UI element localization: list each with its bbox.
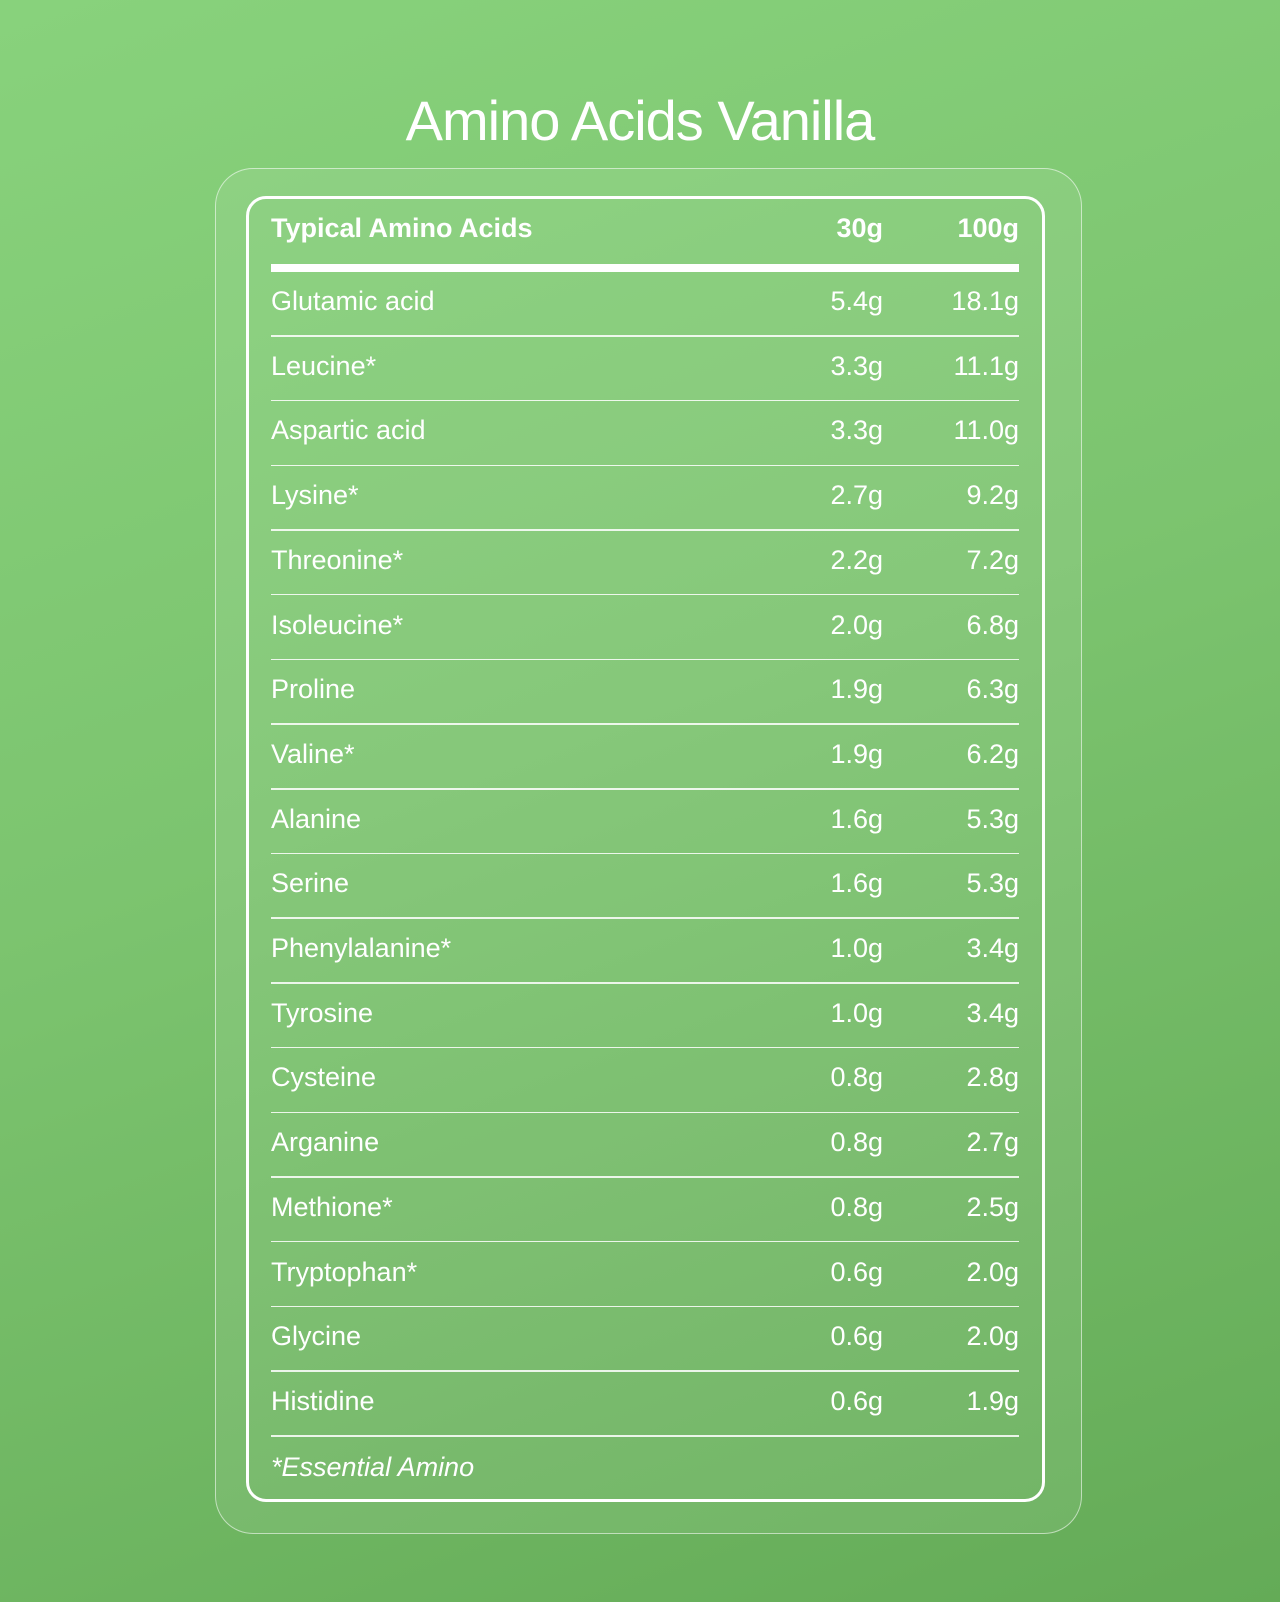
value-30g: 0.8g [830,1191,883,1222]
row-divider [271,464,1019,467]
row-divider [271,1370,1019,1372]
table-row: Glutamic acid 5.4g 18.1g [271,272,1019,337]
row-divider [271,982,1019,984]
table-row: Lysine* 2.7g 9.2g [271,466,1019,531]
value-100g: 3.4g [966,997,1019,1028]
value-100g: 2.5g [966,1191,1019,1222]
amino-name: Glycine [271,1321,362,1352]
value-100g: 18.1g [951,286,1019,316]
amino-name: Phenylalanine* [271,933,452,963]
table-row: Methione* 0.8g 2.5g [271,1178,1019,1243]
amino-name: Proline [271,674,356,705]
table-row: Valine* 1.9g 6.2g [271,725,1019,790]
amino-name: Serine [271,868,350,899]
value-100g: 2.7g [966,1127,1019,1158]
value-30g: 2.7g [830,480,883,511]
value-30g: 3.3g [830,415,883,446]
value-30g: 1.0g [830,933,883,963]
value-30g: 1.9g [830,738,883,769]
row-divider [271,723,1019,725]
row-divider [271,917,1019,919]
row-divider [271,1435,1019,1437]
header-30g: 30g [836,213,883,243]
row-divider [271,852,1019,855]
value-30g: 2.2g [830,544,883,575]
table-row: Alanine 1.6g 5.3g [271,790,1019,855]
table-card [246,196,1045,1502]
amino-name: Tryptophan* [271,1256,418,1287]
page-title: Amino Acids Vanilla [405,89,876,152]
table-row: Threonine* 2.2g 7.2g [271,531,1019,596]
value-30g: 1.6g [830,868,883,899]
amino-name: Methione* [271,1191,393,1222]
amino-name: Glutamic acid [271,286,435,316]
amino-name: Valine* [271,738,355,769]
value-100g: 11.0g [953,415,1019,446]
table-row: Serine 1.6g 5.3g [271,854,1019,919]
amino-name: Isoleucine* [271,609,404,640]
header-name: Typical Amino Acids [271,213,533,243]
value-100g: 5.3g [966,868,1019,899]
row-divider [271,788,1019,790]
row-divider [271,593,1019,596]
amino-name: Alanine [271,803,362,834]
table-row: Cysteine 0.8g 2.8g [271,1048,1019,1114]
value-30g: 0.8g [830,1062,883,1093]
table-row: Phenylalanine* 1.0g 3.4g [271,919,1019,984]
row-divider [271,1305,1019,1308]
row-divider [271,1176,1019,1178]
row-divider [271,1046,1019,1049]
value-30g: 0.8g [830,1127,883,1158]
value-100g: 3.4g [966,933,1019,963]
row-divider [271,399,1019,402]
amino-name: Tyrosine [271,997,374,1028]
value-30g: 3.3g [830,350,883,381]
amino-name: Lysine* [271,480,359,511]
value-30g: 0.6g [830,1256,883,1287]
amino-name: Arganine [271,1127,380,1158]
table-row: Proline 1.9g 6.3g [271,660,1019,725]
table-row: Histidine 0.6g 1.9g [271,1372,1019,1437]
table-row: Leucine* 3.3g 11.1g [271,337,1019,402]
value-100g: 11.1g [953,350,1019,381]
table-row: Glycine 0.6g 2.0g [271,1307,1019,1372]
row-divider [271,1111,1019,1114]
value-30g: 0.6g [830,1321,883,1352]
amino-name: Aspartic acid [271,415,426,446]
table-row: Aspartic acid 3.3g 11.0g [271,401,1019,467]
row-divider [271,1240,1019,1243]
value-30g: 1.6g [830,803,883,834]
value-100g: 6.2g [966,738,1019,769]
table-row: Isoleucine* 2.0g 6.8g [271,596,1019,661]
header-100g: 100g [957,213,1019,243]
value-100g: 2.8g [966,1062,1019,1093]
table-row: Tyrosine 1.0g 3.4g [271,984,1019,1049]
footnote: *Essential Amino [271,1452,475,1482]
value-30g: 5.4g [830,286,883,316]
value-100g: 6.3g [966,674,1019,705]
value-100g: 5.3g [966,803,1019,834]
value-100g: 6.8g [966,609,1019,640]
value-100g: 2.0g [966,1256,1019,1287]
table-row: Arganine 0.8g 2.7g [271,1113,1019,1178]
value-100g: 9.2g [966,480,1019,511]
value-100g: 1.9g [966,1385,1019,1416]
amino-name: Threonine* [271,544,404,575]
value-30g: 0.6g [830,1385,883,1416]
amino-name: Histidine [271,1385,375,1416]
row-divider [271,529,1019,531]
table-row: Tryptophan* 0.6g 2.0g [271,1243,1019,1308]
amino-name: Cysteine [271,1062,377,1093]
header-divider [271,264,1019,272]
table-header: Typical Amino Acids 30g 100g [271,213,1019,244]
value-30g: 2.0g [830,609,883,640]
row-divider [271,335,1019,337]
value-30g: 1.9g [830,674,883,705]
value-100g: 2.0g [966,1321,1019,1352]
amino-name: Leucine* [271,350,377,381]
row-divider [271,658,1019,661]
value-100g: 7.2g [966,544,1019,575]
value-30g: 1.0g [830,997,883,1028]
